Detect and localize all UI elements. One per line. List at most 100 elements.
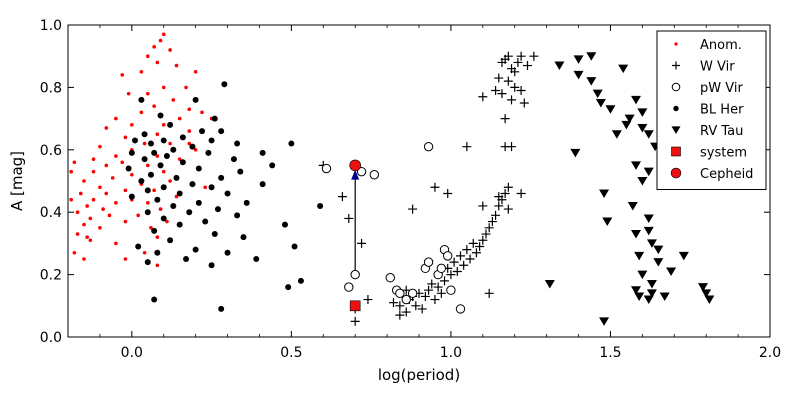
point-w-vir bbox=[468, 238, 478, 248]
point-rv-tau bbox=[586, 52, 597, 61]
point-bl-her bbox=[132, 137, 139, 144]
point-anom bbox=[203, 185, 208, 190]
point-bl-her bbox=[186, 209, 193, 216]
point-cepheid bbox=[349, 159, 361, 172]
point-anom bbox=[104, 191, 109, 196]
legend-marker-bl-her bbox=[673, 105, 679, 112]
point-anom bbox=[149, 226, 153, 230]
point-w-vir bbox=[494, 192, 504, 202]
y-tick-label: 0.6 bbox=[40, 143, 62, 159]
point-bl-her bbox=[259, 149, 266, 156]
point-w-vir bbox=[503, 76, 513, 86]
point-anom bbox=[114, 201, 118, 205]
point-bl-her bbox=[141, 156, 148, 163]
point-bl-her bbox=[147, 140, 154, 147]
point-w-vir bbox=[484, 223, 494, 233]
legend-marker-w-vir bbox=[671, 61, 681, 70]
point-bl-her bbox=[208, 184, 215, 191]
point-pw-vir bbox=[455, 304, 466, 314]
point-anom bbox=[177, 116, 182, 121]
point-anom bbox=[98, 185, 102, 190]
point-anom bbox=[184, 85, 188, 90]
point-rv-tau bbox=[646, 289, 657, 298]
point-bl-her bbox=[208, 137, 215, 144]
point-bl-her bbox=[163, 153, 170, 160]
point-bl-her bbox=[138, 96, 145, 103]
point-anom bbox=[126, 91, 131, 96]
point-rv-tau bbox=[624, 114, 635, 124]
point-rv-tau bbox=[592, 89, 603, 99]
point-anom bbox=[82, 257, 86, 261]
point-anom bbox=[158, 38, 163, 43]
point-rv-tau bbox=[544, 279, 555, 289]
point-anom bbox=[200, 110, 204, 115]
point-anom bbox=[145, 91, 150, 96]
point-rv-tau bbox=[573, 70, 584, 80]
point-anom bbox=[187, 129, 192, 133]
point-w-vir bbox=[449, 257, 459, 267]
point-w-vir bbox=[430, 182, 440, 192]
legend-marker-cepheid bbox=[670, 167, 682, 179]
point-rv-tau bbox=[605, 105, 616, 114]
point-bl-her bbox=[202, 218, 209, 225]
point-rv-tau bbox=[653, 258, 664, 267]
point-rv-tau bbox=[630, 95, 641, 105]
point-w-vir bbox=[427, 279, 437, 289]
point-w-vir bbox=[417, 304, 427, 314]
point-bl-her bbox=[211, 231, 218, 238]
axis-ticks: 0.0 0.5 1.0 1.5 2.0 0.0 0.2 0.4 0.6 0.8 1.0 bbox=[40, 18, 781, 361]
point-anom bbox=[174, 194, 179, 199]
point-rv-tau bbox=[554, 61, 565, 71]
point-w-vir bbox=[478, 92, 488, 102]
point-rv-tau bbox=[621, 120, 632, 130]
point-system bbox=[349, 300, 361, 312]
point-anom bbox=[82, 179, 86, 183]
point-anom bbox=[168, 179, 172, 183]
point-bl-her bbox=[170, 146, 177, 153]
point-anom bbox=[168, 141, 172, 146]
point-w-vir bbox=[494, 73, 504, 83]
point-pw-vir bbox=[443, 251, 453, 261]
point-w-vir bbox=[465, 254, 475, 264]
point-w-vir bbox=[452, 266, 462, 276]
point-w-vir bbox=[424, 285, 434, 295]
point-w-vir bbox=[430, 295, 440, 305]
point-rv-tau bbox=[643, 214, 654, 223]
point-anom bbox=[155, 60, 160, 65]
point-w-vir bbox=[487, 217, 497, 227]
point-anom bbox=[107, 213, 112, 218]
point-bl-her bbox=[192, 246, 199, 253]
y-tick-label: 1.0 bbox=[40, 18, 62, 34]
point-anom bbox=[72, 160, 77, 165]
y-tick-label: 0.8 bbox=[40, 80, 62, 96]
point-anom bbox=[145, 163, 150, 168]
point-w-vir bbox=[475, 242, 485, 252]
point-pw-vir bbox=[356, 166, 367, 177]
point-bl-her bbox=[211, 115, 218, 122]
point-bl-her bbox=[205, 149, 212, 156]
point-anom bbox=[193, 70, 198, 74]
point-bl-her bbox=[183, 256, 190, 262]
point-anom bbox=[155, 154, 160, 158]
point-rv-tau bbox=[659, 292, 670, 301]
point-w-vir bbox=[455, 251, 465, 261]
point-rv-tau bbox=[646, 239, 657, 248]
point-w-vir bbox=[503, 182, 513, 192]
point-anom bbox=[187, 107, 192, 112]
point-anom bbox=[120, 73, 125, 77]
point-rv-tau bbox=[634, 292, 645, 301]
point-bl-her bbox=[144, 259, 151, 266]
point-bl-her bbox=[297, 277, 304, 284]
point-bl-her bbox=[151, 149, 158, 156]
legend-label-cepheid: Cepheid bbox=[700, 167, 753, 182]
point-anom bbox=[161, 32, 166, 37]
point-w-vir bbox=[529, 51, 539, 61]
x-tick-label: 0.5 bbox=[280, 345, 302, 361]
point-anom bbox=[155, 263, 160, 268]
legend-label-w-vir: W Vir bbox=[700, 60, 735, 75]
point-bl-her bbox=[288, 140, 295, 147]
point-bl-her bbox=[291, 243, 298, 250]
point-anom bbox=[174, 63, 179, 68]
point-pw-vir bbox=[423, 257, 434, 267]
